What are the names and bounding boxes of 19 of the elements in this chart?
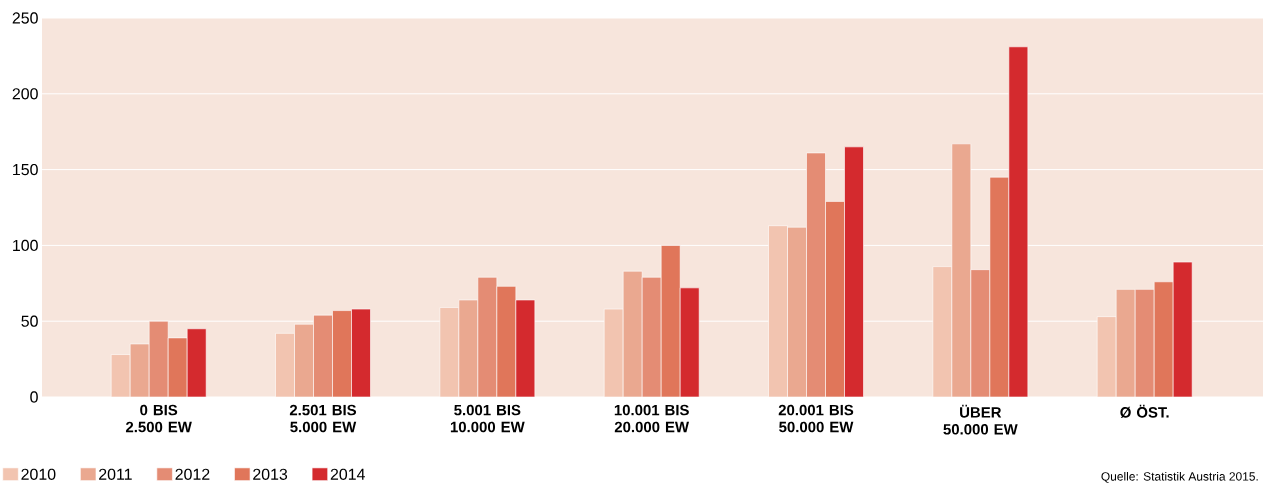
x-tick-label: ÜBER 50.000 EW bbox=[943, 404, 1018, 435]
y-tick-label: 250 bbox=[12, 12, 38, 24]
y-tick-label: 200 bbox=[12, 88, 38, 100]
legend-label: 2013 bbox=[253, 468, 288, 480]
y-tick-label: 100 bbox=[13, 239, 38, 252]
y-tick-label: 50 bbox=[21, 315, 38, 327]
legend-label: 2010 bbox=[21, 468, 56, 480]
x-tick-label: 20.001 BIS 50.000 EW bbox=[778, 404, 854, 433]
legend-label: 2014 bbox=[330, 468, 365, 480]
x-tick-label: 5.001 BIS 10.000 EW bbox=[450, 404, 525, 433]
source-note: Quelle: Statistik Austria 2015. bbox=[1101, 471, 1258, 483]
x-tick-label: 0 BIS 2.500 EW bbox=[125, 404, 192, 433]
legend-label: 2011 bbox=[99, 468, 132, 480]
x-tick-label: 2.501 BIS 5.000 EW bbox=[289, 404, 357, 433]
x-tick-label: Ø ÖST. bbox=[1120, 404, 1169, 419]
y-tick-label: 150 bbox=[13, 163, 38, 176]
legend-label: 2012 bbox=[175, 468, 210, 480]
x-tick-label: 10.001 BIS 20.000 EW bbox=[614, 404, 690, 433]
y-tick-label: 0 bbox=[30, 391, 38, 403]
